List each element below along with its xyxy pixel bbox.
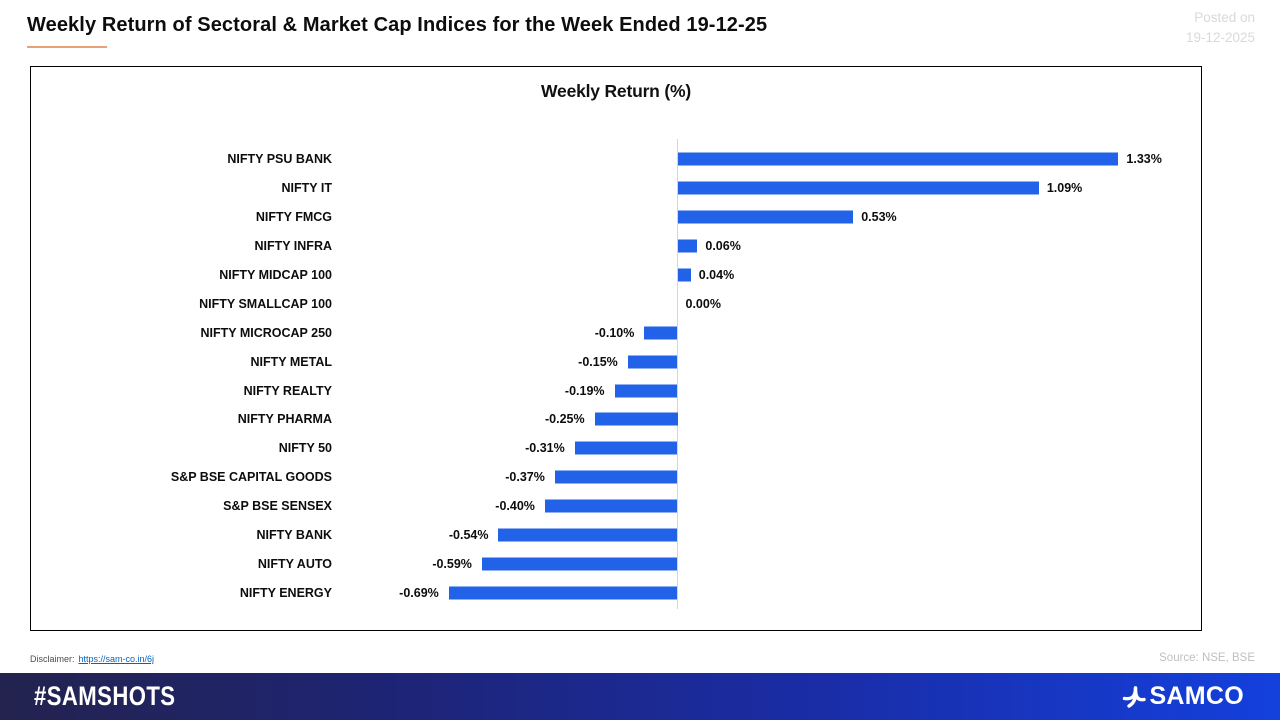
bar <box>574 441 678 455</box>
value-label: -0.19% <box>564 383 605 398</box>
category-label: NIFTY MIDCAP 100 <box>219 268 332 282</box>
bar <box>498 528 678 542</box>
posted-on-note: Posted on 19-12-2025 <box>1186 8 1255 47</box>
bar <box>627 355 678 369</box>
bar <box>448 586 678 600</box>
value-label: -0.40% <box>495 499 535 514</box>
value-label: -0.31% <box>525 441 565 456</box>
bar-row: NIFTY SMALLCAP 100 0.00% <box>31 289 1201 318</box>
value-label: -0.69% <box>399 585 439 600</box>
category-label: NIFTY BANK <box>256 528 332 543</box>
bar-row: NIFTY MIDCAP 100 0.04% <box>31 261 1201 290</box>
disclaimer-link[interactable]: https://sam-co.in/6j <box>78 654 155 664</box>
bar <box>481 557 678 571</box>
bar-rows: NIFTY PSU BANK 1.33% NIFTY IT 1.09% NIFTY FM… <box>31 145 1201 607</box>
disclaimer: Disclaimer: https://sam-co.in/6j <box>30 654 154 664</box>
value-label: 1.33% <box>1126 152 1162 167</box>
title-underline <box>27 46 107 48</box>
category-label: NIFTY IT <box>281 181 332 196</box>
category-label: NIFTY PSU BANK <box>227 152 332 167</box>
bar-row: NIFTY FMCG 0.53% <box>31 203 1201 232</box>
value-label: -0.37% <box>505 470 545 485</box>
samco-logo-icon <box>1121 684 1147 710</box>
category-label: NIFTY FMCG <box>255 210 332 225</box>
samco-brand-text: SAMCO <box>1149 682 1244 710</box>
category-label: NIFTY MICROCAP 250 <box>200 325 332 340</box>
bar <box>644 326 678 340</box>
category-label: NIFTY REALTY <box>243 383 332 398</box>
bar-row: NIFTY REALTY -0.19% <box>31 376 1201 405</box>
bar-row: NIFTY INFRA 0.06% <box>31 232 1201 261</box>
value-label: 0.04% <box>698 268 735 282</box>
bar <box>677 181 1039 195</box>
bar <box>544 499 678 513</box>
value-label: 0.53% <box>861 210 897 225</box>
bar <box>594 412 678 426</box>
value-label: 0.00% <box>685 296 721 311</box>
value-label: 0.06% <box>705 239 741 254</box>
bar-row: NIFTY 50 -0.31% <box>31 434 1201 463</box>
bar <box>677 239 698 253</box>
disclaimer-label: Disclaimer: <box>30 654 75 664</box>
source-note: Source: NSE, BSE <box>1159 652 1255 664</box>
category-label: S&P BSE SENSEX <box>223 499 332 514</box>
bar-row: NIFTY METAL -0.15% <box>31 347 1201 376</box>
bar-row: NIFTY PSU BANK 1.33% <box>31 145 1201 174</box>
value-label: 1.09% <box>1046 181 1083 196</box>
category-label: NIFTY ENERGY <box>239 585 332 600</box>
category-label: NIFTY PHARMA <box>237 412 332 427</box>
category-label: NIFTY AUTO <box>257 556 332 571</box>
bar-row: S&P BSE SENSEX -0.40% <box>31 492 1201 521</box>
footer-bar: #SAMSHOTS SAMCO <box>0 673 1280 720</box>
chart-title: Weekly Return (%) <box>541 81 691 101</box>
bar-row: NIFTY ENERGY -0.69% <box>31 578 1201 607</box>
category-label: NIFTY METAL <box>250 354 332 369</box>
bar-row: S&P BSE CAPITAL GOODS -0.37% <box>31 463 1201 492</box>
value-label: -0.10% <box>594 325 635 340</box>
bar-row: NIFTY BANK -0.54% <box>31 521 1201 550</box>
category-label: NIFTY INFRA <box>254 239 332 254</box>
value-label: -0.25% <box>545 412 585 427</box>
category-label: NIFTY 50 <box>278 441 332 456</box>
chart-container: Weekly Return (%) NIFTY PSU BANK 1.33% NIF… <box>30 66 1202 631</box>
bar <box>677 152 1119 166</box>
value-label: -0.59% <box>432 556 472 571</box>
bar-row: NIFTY IT 1.09% <box>31 174 1201 203</box>
value-label: -0.15% <box>578 354 618 369</box>
bar-row: NIFTY AUTO -0.59% <box>31 549 1201 578</box>
bar-row: NIFTY PHARMA -0.25% <box>31 405 1201 434</box>
bar <box>614 384 678 398</box>
bar-row: NIFTY MICROCAP 250 -0.10% <box>31 318 1201 347</box>
bar <box>677 210 854 224</box>
samshots-hashtag: #SAMSHOTS <box>34 681 176 711</box>
samco-brand: SAMCO <box>1121 682 1244 711</box>
bar <box>554 470 678 484</box>
category-label: S&P BSE CAPITAL GOODS <box>170 470 332 485</box>
posted-on-label: Posted on <box>1194 10 1255 25</box>
value-label: -0.54% <box>448 528 489 543</box>
category-label: NIFTY SMALLCAP 100 <box>199 296 332 311</box>
bar <box>677 268 691 282</box>
posted-on-date: 19-12-2025 <box>1185 29 1255 45</box>
zero-axis-line <box>677 139 678 609</box>
page-title: Weekly Return of Sectoral & Market Cap I… <box>27 14 768 36</box>
